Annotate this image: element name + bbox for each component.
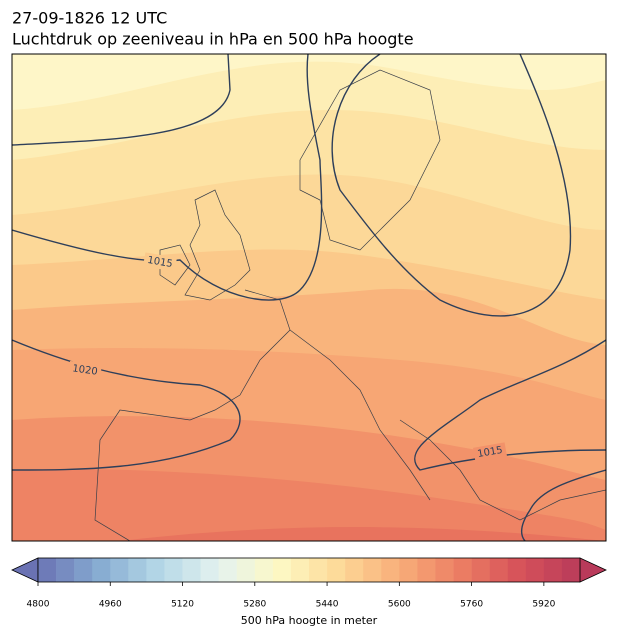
colorbar-tick-label: 5280 bbox=[243, 600, 266, 610]
colorbar-segment bbox=[543, 558, 563, 582]
map-frame bbox=[11, 53, 607, 542]
colorbar-segment bbox=[435, 558, 454, 582]
isobar-label: 1020 bbox=[72, 363, 99, 377]
colorbar-segment bbox=[327, 558, 346, 582]
colorbar-segment bbox=[182, 558, 201, 582]
colorbar-segment bbox=[38, 558, 57, 582]
colorbar-segment bbox=[453, 558, 472, 582]
colorbar-segment bbox=[561, 558, 581, 582]
title-date: 27-09-1826 12 UTC bbox=[12, 9, 167, 28]
colorbar-segment bbox=[218, 558, 238, 582]
colorbar-segment bbox=[399, 558, 418, 582]
colorbar-segment bbox=[381, 558, 400, 582]
colorbar-tick-label: 5120 bbox=[171, 600, 194, 610]
colorbar-segment bbox=[345, 558, 364, 582]
isobar-label: 1015 bbox=[477, 445, 504, 460]
colorbar-segment bbox=[417, 558, 436, 582]
colorbar-tick-label: 5920 bbox=[532, 600, 555, 610]
colorbar-tick-label: 5760 bbox=[460, 600, 483, 610]
colorbar-segment bbox=[254, 558, 274, 582]
colorbar-segment bbox=[200, 558, 219, 582]
colorbar-segment bbox=[92, 558, 111, 582]
colorbar-segment bbox=[74, 558, 93, 582]
colorbar-segment bbox=[290, 558, 310, 582]
colorbar-segment bbox=[309, 558, 328, 582]
colorbar-tick-label: 4800 bbox=[27, 600, 50, 610]
colorbar-extend-high bbox=[579, 557, 607, 583]
map: 1015 1020 1015 bbox=[12, 54, 606, 541]
title: Luchtdruk op zeeniveau in hPa en 500 hPa… bbox=[12, 30, 414, 49]
colorbar-label: 500 hPa hoogte in meter bbox=[241, 614, 378, 627]
colorbar-segment bbox=[164, 558, 183, 582]
colorbar-extend-low bbox=[11, 557, 39, 583]
colorbar-segment bbox=[363, 558, 382, 582]
colorbar-segment bbox=[110, 558, 129, 582]
colorbar-segment bbox=[56, 558, 75, 582]
colorbar-frame bbox=[37, 557, 581, 583]
colorbar-segment bbox=[471, 558, 490, 582]
colorbar-tick-label: 5440 bbox=[316, 600, 339, 610]
colorbar-segment bbox=[272, 558, 292, 582]
colorbar: 4800 4960 5120 5280 5440 5600 5760 5920 bbox=[11, 557, 607, 610]
colorbar-segment bbox=[146, 558, 165, 582]
isobar-label: 1015 bbox=[146, 255, 173, 270]
colorbar-segment bbox=[128, 558, 147, 582]
colorbar-tick-label: 4960 bbox=[99, 600, 122, 610]
colorbar-segment bbox=[525, 558, 545, 582]
colorbar-segment bbox=[489, 558, 509, 582]
colorbar-tick-label: 5600 bbox=[388, 600, 411, 610]
colorbar-segment bbox=[236, 558, 256, 582]
colorbar-segment bbox=[507, 558, 527, 582]
